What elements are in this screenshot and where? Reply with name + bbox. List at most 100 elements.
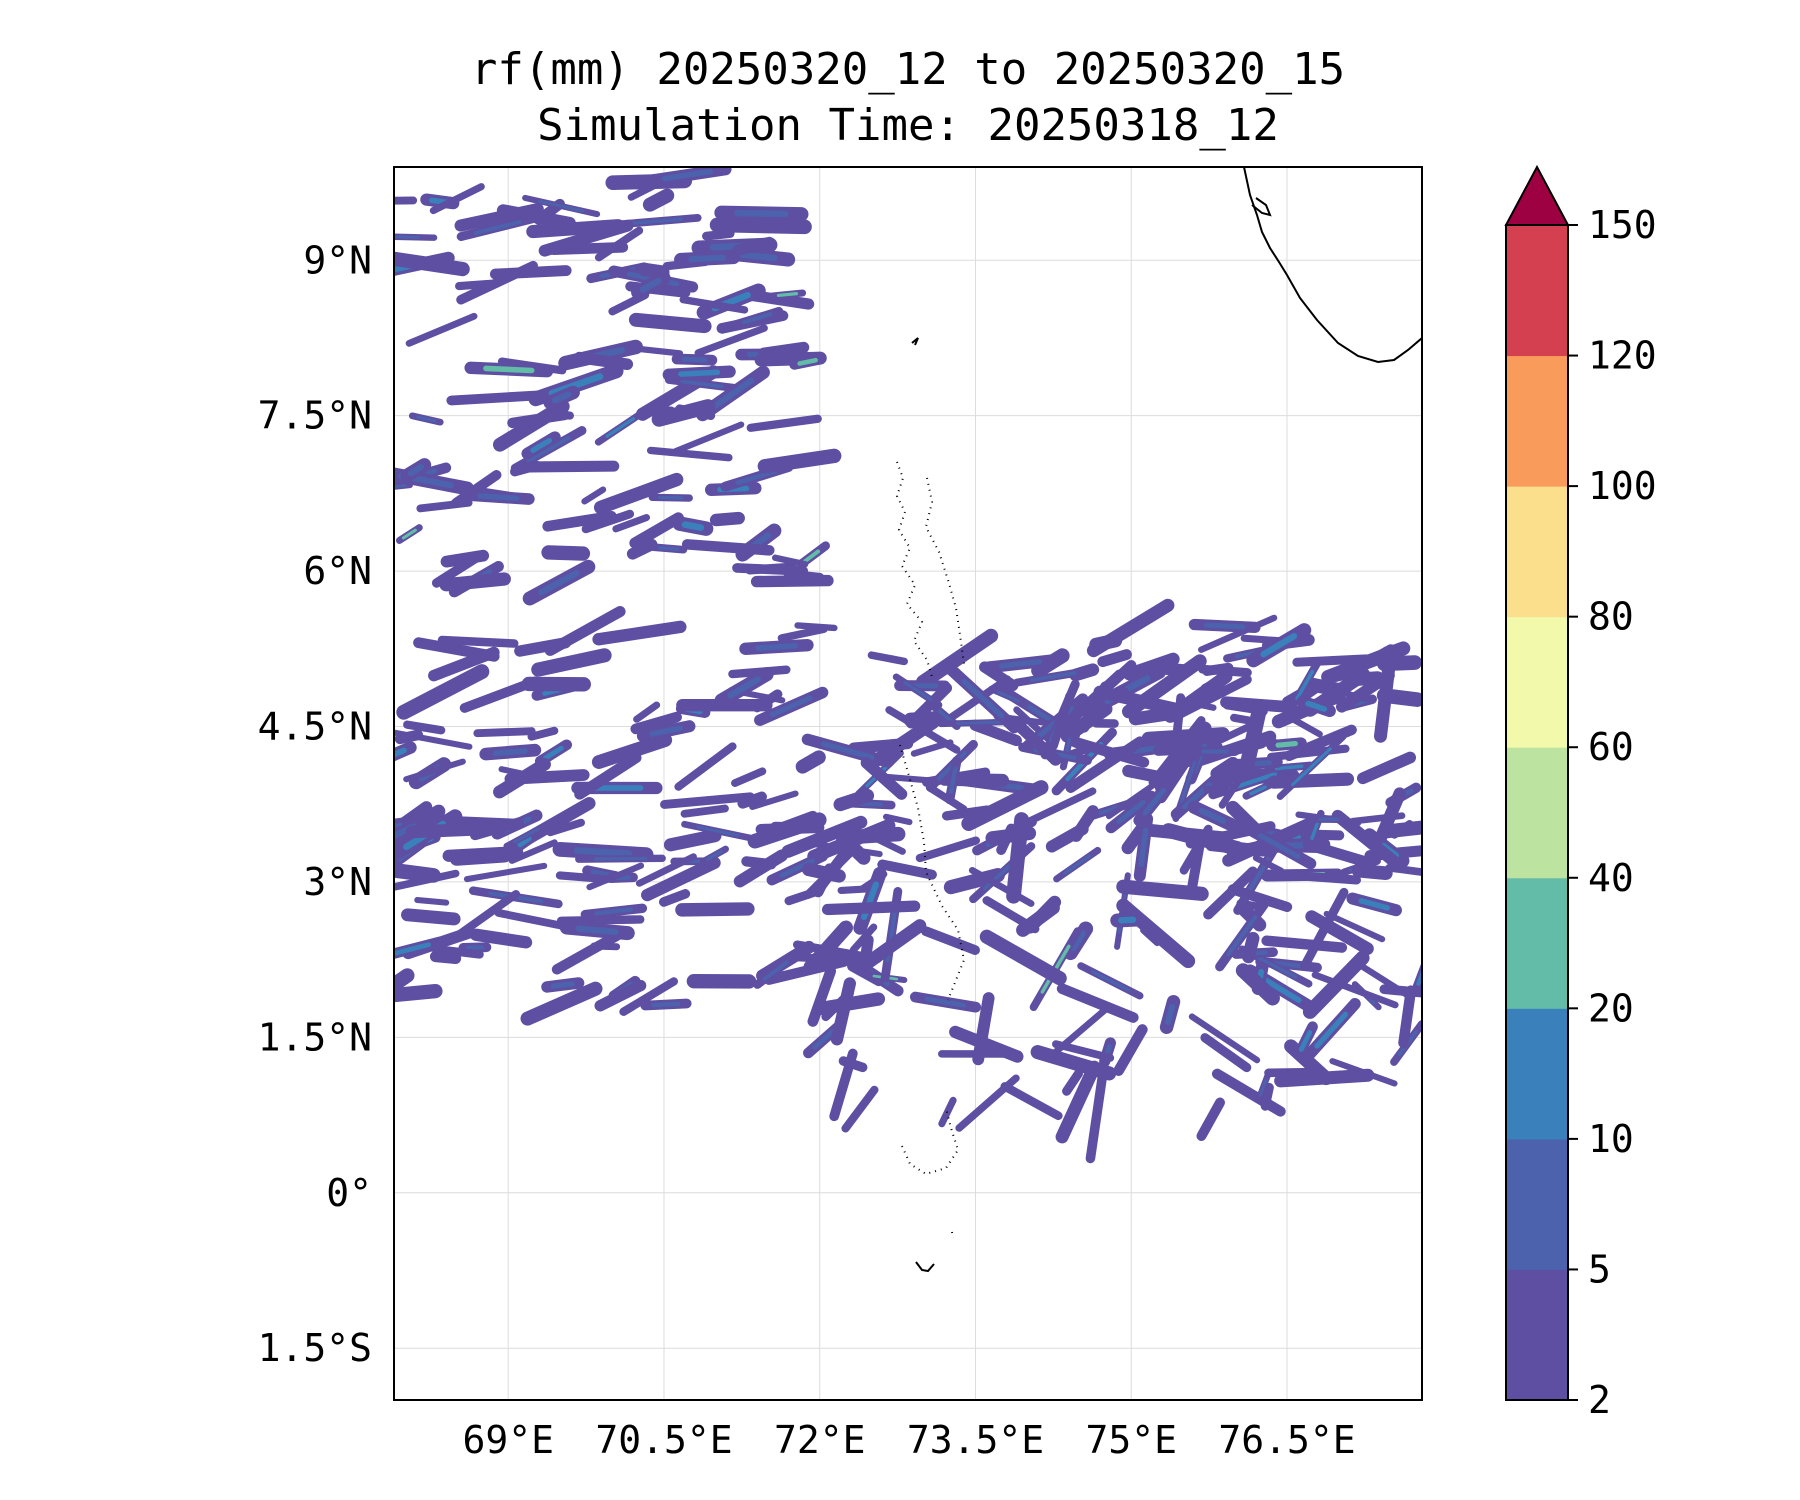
- lon-tick-label: 76.5°E: [1218, 1418, 1355, 1462]
- rain-cell-core: [706, 850, 723, 861]
- rain-cell: [658, 889, 691, 907]
- rain-cell: [1329, 1058, 1398, 1087]
- rain-cell: [1148, 716, 1206, 787]
- rain-cell: [1140, 927, 1161, 947]
- rain-cell-core: [473, 220, 522, 235]
- rain-cell: [1215, 764, 1247, 790]
- rain-cell: [439, 572, 511, 592]
- lat-tick-label: 3°N: [303, 860, 372, 904]
- rain-cell: [394, 869, 460, 891]
- rain-cell: [955, 1074, 1020, 1132]
- rain-cell: [972, 992, 995, 1066]
- rain-cell: [771, 554, 809, 568]
- rain-cell: [586, 862, 645, 891]
- colorbar-label: 150: [1588, 203, 1657, 247]
- rain-cell: [1299, 887, 1349, 971]
- rain-cell-core: [812, 1027, 837, 1050]
- colorbar-segment: [1506, 747, 1568, 879]
- colorbar-label: 100: [1588, 464, 1657, 508]
- land-features: [895, 167, 1422, 1273]
- rain-cell: [757, 448, 842, 474]
- rain-cell: [1016, 901, 1060, 937]
- rain-cell: [493, 757, 551, 799]
- rain-cell: [394, 968, 415, 994]
- rain-cell-core: [551, 391, 572, 404]
- rain-cell-core: [821, 741, 875, 760]
- colorbar-label: 5: [1588, 1247, 1611, 1291]
- rain-cell: [1283, 712, 1323, 738]
- colorbar-label: 40: [1588, 856, 1634, 900]
- rain-cell: [916, 628, 999, 690]
- rain-cell: [454, 203, 544, 232]
- rain-cell-core: [590, 869, 613, 878]
- rain-cell-core: [593, 856, 648, 861]
- rain-cell-core: [394, 942, 431, 956]
- rain-cell: [1302, 839, 1374, 869]
- rain-cell-core: [1116, 800, 1146, 824]
- chart-title: rf(mm) 20250320_12 to 20250320_15: [471, 44, 1345, 95]
- rain-cell-core: [1203, 622, 1246, 630]
- rain-cell: [1379, 984, 1422, 998]
- rain-cell: [437, 635, 519, 648]
- fuvahmulah-island: [951, 1231, 954, 1239]
- rain-cell: [821, 900, 921, 916]
- rain-cell-core: [696, 825, 740, 837]
- rain-cell-core: [776, 292, 799, 297]
- rain-cell: [581, 486, 607, 505]
- rain-cell-core: [1118, 916, 1137, 924]
- rain-cell: [867, 651, 908, 666]
- rain-cell: [1000, 1082, 1063, 1121]
- rain-cell: [835, 826, 906, 845]
- rain-cell-core: [1310, 818, 1321, 840]
- rain-cell: [777, 625, 828, 642]
- rain-cell-core: [681, 356, 708, 363]
- rain-cell-core: [548, 373, 604, 397]
- lakshadweep-island: [911, 337, 919, 346]
- rain-cell: [541, 545, 591, 561]
- rain-cell: [403, 720, 446, 735]
- rain-cell: [1154, 721, 1212, 794]
- rain-cell-core: [903, 680, 932, 701]
- map-frame: [393, 166, 1423, 1401]
- rain-cell: [702, 229, 735, 241]
- rain-cell: [1235, 963, 1280, 1006]
- rain-cell: [1161, 823, 1245, 856]
- rain-cell-core: [681, 521, 705, 531]
- rain-cell-core: [1253, 954, 1298, 979]
- rain-cell: [679, 295, 749, 314]
- rain-cell: [969, 719, 1022, 747]
- rain-cell: [428, 646, 500, 682]
- rain-cell: [795, 750, 826, 774]
- rain-cell: [1203, 785, 1231, 795]
- rain-cell: [630, 711, 682, 735]
- rain-cell: [784, 888, 819, 906]
- colorbar-label: 2: [1588, 1378, 1611, 1422]
- rain-cell: [781, 815, 868, 858]
- rain-cell: [915, 836, 981, 863]
- rain-cell: [732, 236, 775, 256]
- colorbar-segment: [1506, 225, 1568, 357]
- rain-cell: [963, 773, 1009, 788]
- rain-cell: [1220, 696, 1298, 714]
- rain-cell: [520, 981, 603, 1026]
- rain-cell-core: [1029, 671, 1077, 682]
- colorbar-segment: [1506, 1008, 1568, 1140]
- rain-cell-core: [538, 570, 580, 596]
- lon-tick-label: 75°E: [1085, 1418, 1177, 1462]
- rain-cell: [573, 351, 634, 370]
- rain-cell: [1192, 700, 1217, 711]
- rain-cell-core: [401, 528, 417, 540]
- rain-cell-core: [1274, 764, 1304, 771]
- lon-tick-label: 72°E: [774, 1418, 866, 1462]
- rain-cell: [732, 563, 809, 576]
- rain-cell: [940, 675, 1012, 727]
- rain-cell: [837, 885, 871, 894]
- lat-tick-label: 7.5°N: [258, 394, 372, 438]
- rain-cell: [1351, 863, 1393, 881]
- rain-cell: [841, 1085, 879, 1133]
- rain-cell: [709, 217, 812, 235]
- rain-cell: [1069, 736, 1150, 768]
- rain-cell: [1211, 1068, 1286, 1117]
- rain-cell-core: [477, 493, 520, 501]
- rain-cell: [594, 979, 647, 1012]
